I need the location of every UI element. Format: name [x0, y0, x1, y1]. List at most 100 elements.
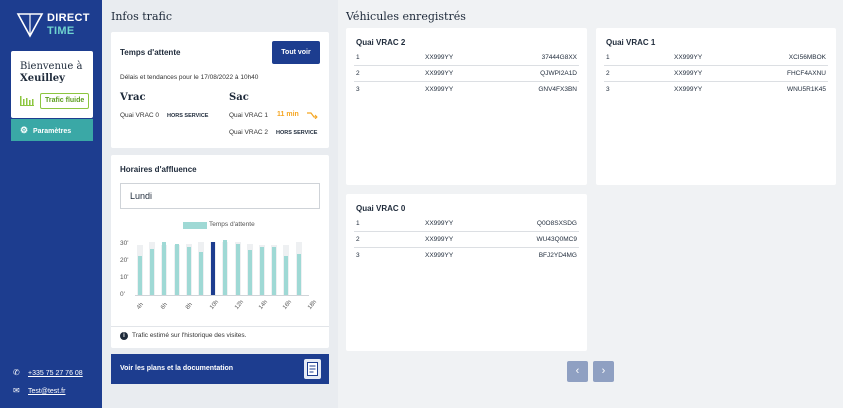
chart-bar [186, 247, 191, 295]
table-row: 2 XX999YY QJWPI2A1D [354, 66, 579, 82]
x-tick-label: 12h [233, 299, 245, 311]
row-code: GNV4FX3BN [538, 86, 577, 93]
x-tick-label: 14h [258, 299, 270, 311]
phone-link[interactable]: ✆ +335 75 27 76 08 [13, 368, 83, 377]
y-tick-label: 20' [120, 256, 129, 264]
affluence-info: i Trafic estimé sur l'historique des visi… [120, 332, 246, 340]
row-code: WNU5R1K45 [786, 86, 826, 93]
sidebar: DIRECT TIME Bienvenue à Xeuilley Trafic … [0, 0, 102, 408]
x-tick-label: 6h [160, 301, 170, 311]
chart-bar [296, 253, 301, 295]
row-code: 37444G8XX [541, 54, 577, 61]
affluence-card: Horaires d'affluence Lundi i Trafic estim… [111, 155, 329, 348]
table-row: 2 XX999YY FHCF4AXNU [604, 66, 828, 82]
documentation-button[interactable]: Voir les plans et la documentation [111, 354, 329, 384]
trend-down-icon [307, 112, 318, 119]
row-index: 3 [356, 252, 360, 259]
settings-button[interactable]: ⚙ Paramètres [11, 119, 93, 141]
row-plate: XX999YY [425, 220, 454, 227]
chart-bar [174, 243, 179, 295]
legend-label: Temps d'attente [209, 221, 255, 228]
legend-swatch [183, 222, 207, 229]
phone-number: +335 75 27 76 08 [28, 370, 83, 377]
site-name: Xeuilley [20, 73, 65, 84]
chart-bar-current [211, 241, 216, 295]
row-index: 3 [606, 86, 610, 93]
chart-bar [272, 247, 277, 295]
row-code: BFJ2YD4MG [538, 252, 577, 259]
quai-label: Quai VRAC 0 [120, 112, 160, 119]
row-plate: XX999YY [425, 86, 454, 93]
settings-label: Paramètres [33, 128, 72, 135]
chart-bar [284, 255, 289, 295]
mail-icon: ✉ [13, 386, 20, 395]
next-page-button[interactable]: › [593, 361, 614, 382]
x-tick-label: 18h [306, 299, 318, 311]
row-code: FHCF4AXNU [786, 70, 826, 77]
phone-icon: ✆ [13, 368, 20, 377]
divider [111, 326, 329, 327]
wait-time-subtitle: Délais et tendances pour le 17/08/2022 à… [120, 74, 259, 81]
traffic-bars-icon [20, 96, 34, 106]
chart-bar [150, 248, 155, 295]
row-code: WU43Q0MC9 [536, 236, 577, 243]
document-icon [304, 359, 321, 379]
quai-label: Quai VRAC 2 [229, 129, 269, 136]
vehicles-title: Véhicules enregistrés [346, 10, 466, 23]
day-select[interactable]: Lundi [120, 183, 320, 209]
affluence-title: Horaires d'affluence [120, 165, 197, 174]
x-tick-label: 8h [184, 301, 194, 311]
chart-bar [235, 243, 240, 295]
affluence-info-text: Trafic estimé sur l'historique des visit… [132, 332, 247, 339]
quai-status: HORS SERVICE [276, 130, 318, 136]
quai-label: Quai VRAC 1 [229, 112, 269, 119]
affluence-chart: Temps d'attente 0' 10' 20' 30' 4h 6h 8h 10h 12h 1… [111, 218, 329, 326]
row-plate: XX999YY [674, 70, 703, 77]
row-index: 3 [356, 86, 360, 93]
vehicle-table: 1 XX999YY XCI56MBOK 2 XX999YY FHCF4AXNU 3 XX9… [604, 50, 828, 98]
vehicle-card-title: Quai VRAC 1 [606, 38, 656, 47]
welcome-text: Bienvenue à [20, 61, 83, 72]
x-axis-line [135, 295, 309, 296]
table-row: 3 XX999YY WNU5R1K45 [604, 82, 828, 98]
wait-time-card: Temps d'attente Tout voir Délais et tend… [111, 32, 329, 148]
row-plate: XX999YY [425, 54, 454, 61]
row-code: Q0O8SXSDG [536, 220, 577, 227]
row-index: 1 [606, 54, 610, 61]
chart-bar [223, 240, 228, 295]
table-row: 3 XX999YY GNV4FX3BN [354, 82, 579, 98]
info-icon: i [120, 332, 128, 340]
previous-page-button[interactable]: ‹ [567, 361, 588, 382]
gear-icon: ⚙ [20, 125, 29, 135]
x-tick-label: 10h [209, 299, 221, 311]
row-index: 2 [356, 236, 360, 243]
row-index: 2 [356, 70, 360, 77]
row-plate: XX999YY [674, 54, 703, 61]
row-code: QJWPI2A1D [540, 70, 577, 77]
vehicle-table: 1 XX999YY Q0O8SXSDG 2 XX999YY WU43Q0MC9 3 XX9… [354, 216, 579, 264]
quai-wait-time: 11 min [277, 111, 299, 118]
see-all-button[interactable]: Tout voir [272, 41, 320, 64]
row-index: 2 [606, 70, 610, 77]
email-link[interactable]: ✉ Test@test.fr [13, 386, 65, 395]
row-plate: XX999YY [425, 252, 454, 259]
table-row: 1 XX999YY 37444G8XX [354, 50, 579, 66]
chart-bar [199, 252, 203, 295]
row-plate: XX999YY [674, 86, 703, 93]
group-title-sac: Sac [229, 92, 249, 103]
brand-line2: TIME [47, 25, 75, 37]
infos-trafic-title: Infos trafic [111, 10, 172, 23]
row-code: XCI56MBOK [788, 54, 826, 61]
quai-status: HORS SERVICE [167, 113, 209, 119]
chart-plot-area: 0' 10' 20' 30' 4h 6h 8h 10h 12h 14h 16h 18h [111, 218, 329, 326]
documentation-label: Voir les plans et la documentation [120, 365, 234, 372]
vehicle-table: 1 XX999YY 37444G8XX 2 XX999YY QJWPI2A1D 3 XX9… [354, 50, 579, 98]
chart-bar [260, 247, 264, 295]
table-row: 1 XX999YY XCI56MBOK [604, 50, 828, 66]
table-row: 3 XX999YY BFJ2YD4MG [354, 248, 579, 264]
row-index: 1 [356, 54, 360, 61]
brand-name: DIRECT TIME [47, 12, 90, 38]
welcome-card: Bienvenue à Xeuilley Trafic fluide [11, 51, 93, 118]
traffic-status-badge: Trafic fluide [40, 93, 90, 109]
direct-time-logo-icon [16, 13, 44, 38]
